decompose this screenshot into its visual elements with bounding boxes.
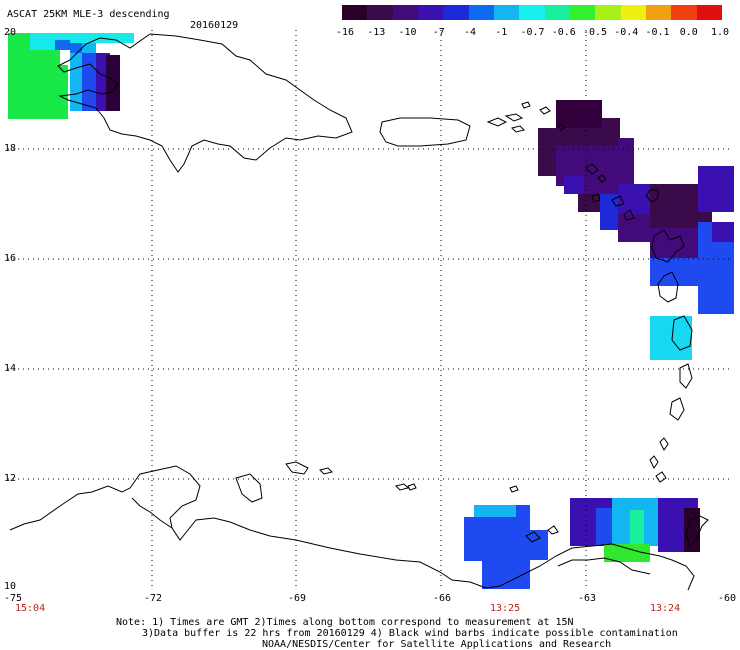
lat-label: 18 [4, 143, 17, 154]
swath-cell [618, 184, 650, 214]
swath-cell [564, 176, 584, 194]
swath-cell [630, 510, 644, 546]
lat-label: 16 [4, 253, 17, 264]
martinique-coast [671, 315, 693, 351]
lat-label: 10 [4, 581, 17, 592]
swath-cell [604, 544, 650, 562]
swath-cell [650, 258, 698, 286]
lat-label: 14 [4, 363, 17, 374]
swath-cell [584, 176, 624, 194]
product-title: ASCAT 25KM MLE-3 descending [7, 9, 170, 20]
colorbar-label: 1.0 [710, 27, 730, 38]
colorbar-swatch [418, 5, 444, 20]
colorbar-swatch [696, 5, 723, 20]
lon-label: -72 [144, 593, 163, 604]
colorbar-label: -1 [495, 27, 508, 38]
colorbar-swatch [671, 5, 698, 20]
puerto-rico-coast [379, 117, 471, 147]
swath-cell [650, 228, 698, 258]
colorbar-swatch [468, 5, 495, 20]
swath-cell [644, 510, 658, 546]
st-vincent-coast [669, 397, 685, 421]
colorbar-label: -0.4 [614, 27, 639, 38]
swath-cell [530, 530, 548, 560]
swath-cell [612, 510, 630, 544]
swath-cell [612, 498, 658, 510]
swath-cell [684, 508, 700, 552]
trinidad-coast [685, 515, 709, 547]
lat-lon-grid [8, 30, 730, 590]
color-scale-bar: -16 -13 -10 -7 -4 -1 -0.7 -0.6 -0.5 -0.4 -0.1 0.0 1.… [0, 0, 740, 40]
colorbar-swatch [519, 5, 546, 20]
swath-map [8, 30, 734, 591]
lon-label: -75 [4, 593, 23, 604]
swath-cell [70, 43, 82, 53]
note-line: 3)Data buffer is 22 hrs from 20160129 4)… [142, 628, 678, 639]
swath-cell [556, 100, 602, 128]
note-line: Note: 1) Times are GMT 2)Times along bot… [116, 617, 574, 628]
colorbar-swatch [443, 5, 470, 20]
swath-cell [712, 222, 734, 242]
dominica-coast [657, 271, 679, 303]
lat-label: 20 [4, 27, 17, 38]
colorbar-label: -0.7 [520, 27, 545, 38]
colorbar-swatch [494, 5, 520, 20]
product-date: 20160129 [190, 20, 239, 31]
swath-cell [602, 118, 620, 138]
colorbar-label: -7 [432, 27, 445, 38]
colorbar-swatch [392, 5, 419, 20]
swath-cell [464, 517, 530, 561]
swath-cell [60, 50, 70, 65]
swath-cell [82, 43, 96, 53]
guadeloupe-coast [651, 229, 685, 263]
lon-label: -66 [433, 593, 452, 604]
swath-cell [516, 505, 530, 517]
colorbar-label: -10 [398, 27, 417, 38]
colorbar-swatch [595, 5, 622, 20]
colorbar-label: -4 [463, 27, 477, 38]
st-lucia-coast [679, 363, 693, 389]
lon-label: -63 [578, 593, 597, 604]
swath-cell [698, 166, 734, 212]
swath-cell [650, 316, 692, 360]
colorbar-swatch [544, 5, 571, 20]
swath-cell [474, 505, 516, 517]
colorbar-label: -13 [367, 27, 386, 38]
colorbar-swatch [367, 5, 394, 20]
hispaniola-coast [57, 33, 353, 173]
pass-time: 13:24 [650, 603, 681, 614]
colorbar-label: -0.1 [645, 27, 670, 38]
colorbar-swatch [342, 5, 368, 20]
colorbar-label: -0.6 [551, 27, 576, 38]
swath-cell [600, 194, 618, 230]
swath-cell [578, 194, 600, 212]
lat-label: 12 [4, 473, 17, 484]
lon-label: -60 [718, 593, 737, 604]
colorbar-swatch [620, 5, 647, 20]
south-america-coast [9, 465, 695, 591]
pass-time: 13:25 [490, 603, 521, 614]
lon-label: -69 [288, 593, 307, 604]
swath-cells [8, 33, 734, 589]
colorbar-swatch [646, 5, 672, 20]
colorbar-label: -0.5 [582, 27, 608, 38]
swath-cell [106, 55, 120, 111]
swath-cell [55, 40, 70, 50]
colorbar-label: 0.0 [679, 27, 698, 38]
colorbar-label: -16 [335, 27, 355, 38]
pass-time: 15:04 [15, 603, 46, 614]
swath-cell [596, 508, 614, 546]
swath-cell [618, 214, 650, 242]
credit-line: NOAA/NESDIS/Center for Satellite Applica… [262, 639, 612, 650]
colorbar-swatch [570, 5, 596, 20]
coastlines [9, 33, 709, 591]
